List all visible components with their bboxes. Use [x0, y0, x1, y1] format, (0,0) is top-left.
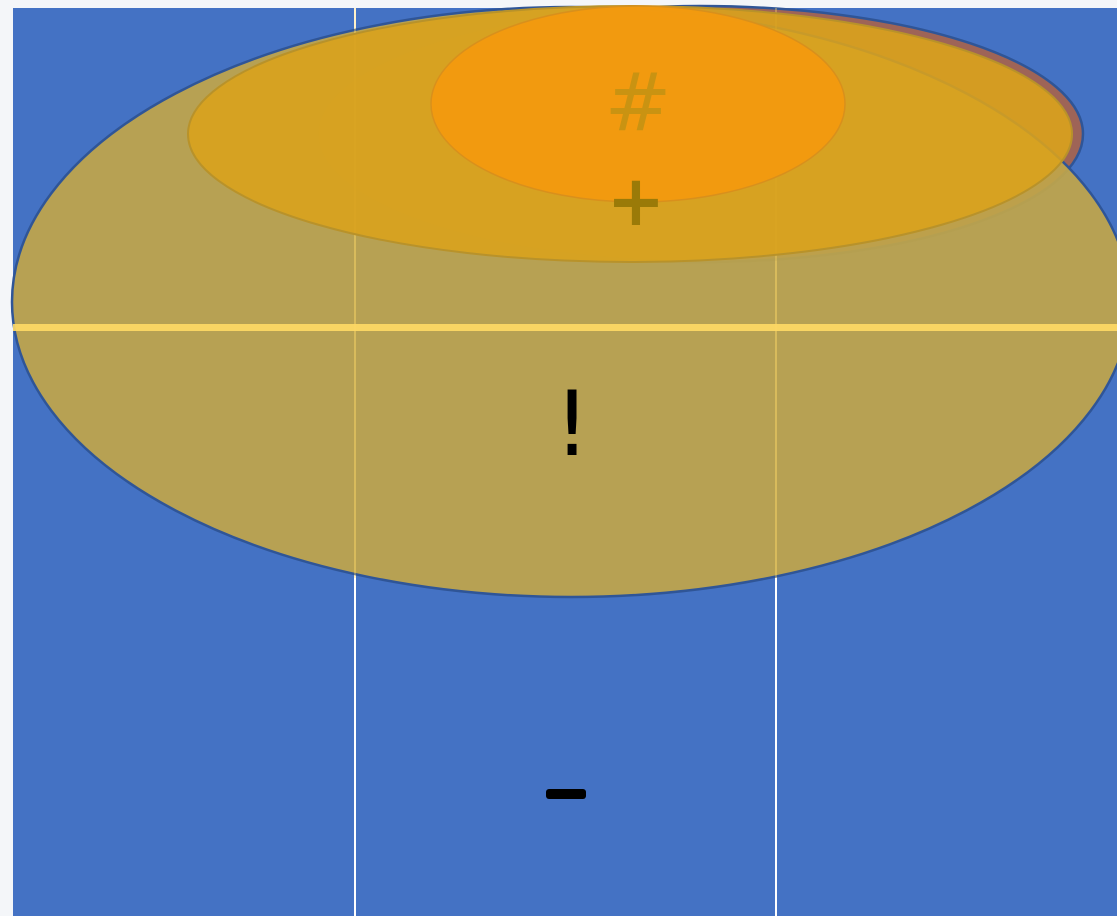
- exclamation-symbol: !: [554, 372, 590, 477]
- highlight-band-overlay: [13, 324, 1117, 331]
- plus-symbol: +: [607, 160, 666, 242]
- minus-symbol-bar: [546, 789, 586, 799]
- ellipse-small: [430, 5, 846, 203]
- hash-symbol: #: [604, 56, 671, 149]
